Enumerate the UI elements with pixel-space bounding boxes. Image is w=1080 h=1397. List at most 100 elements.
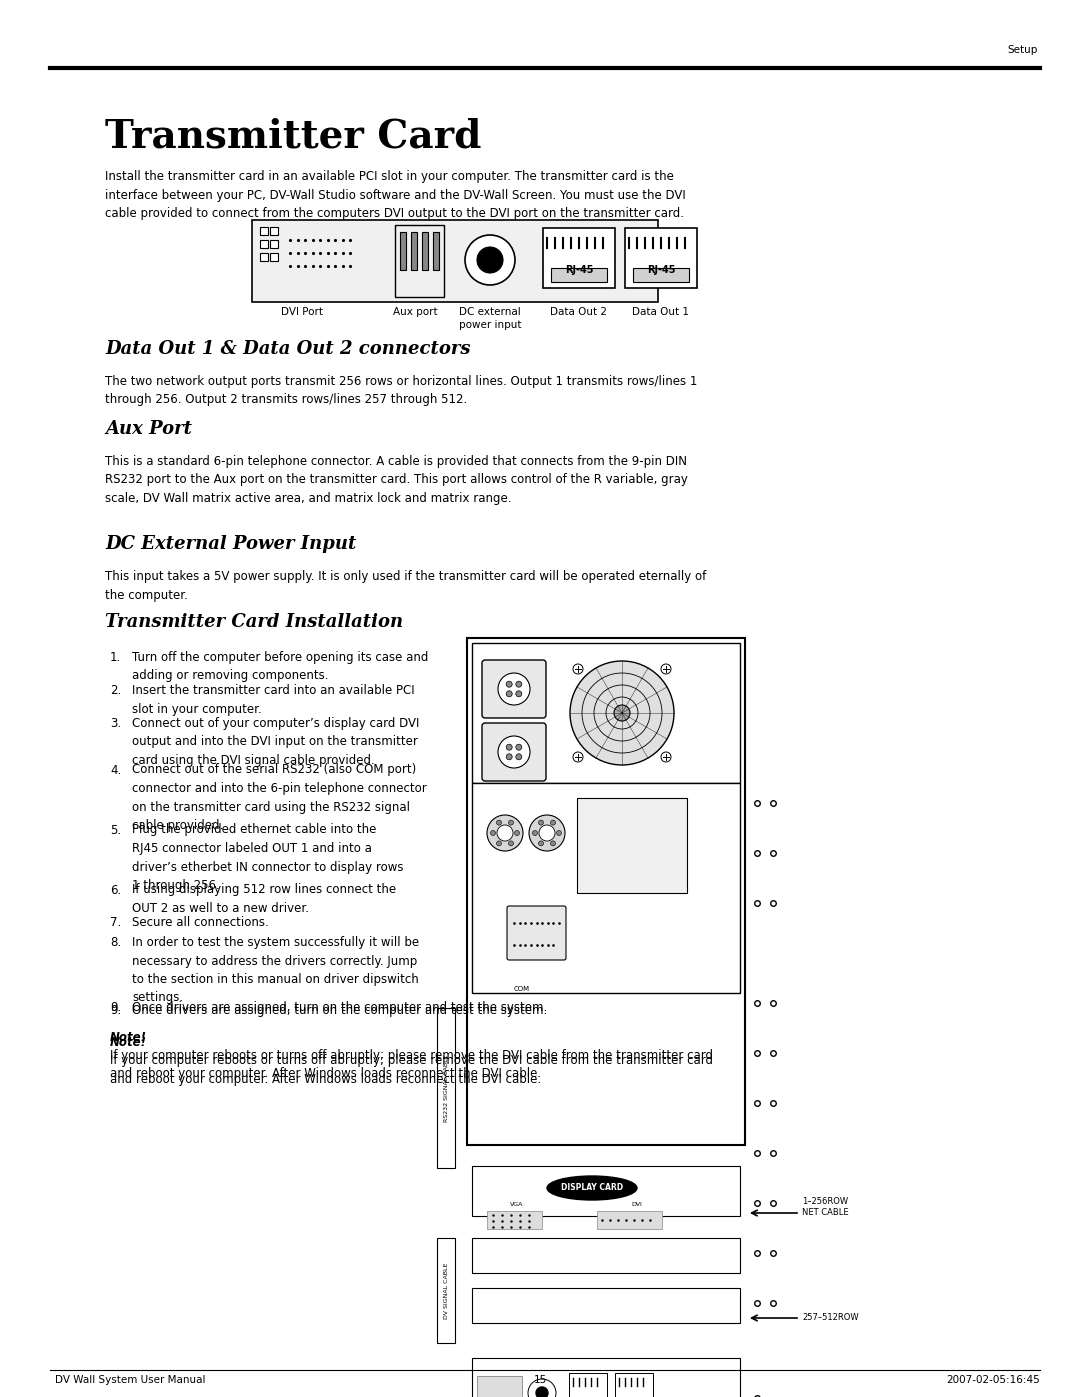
FancyBboxPatch shape [482, 724, 546, 781]
Text: Data Out 1: Data Out 1 [633, 307, 689, 317]
Text: DV Wall System User Manual: DV Wall System User Manual [55, 1375, 205, 1384]
Text: DC External Power Input: DC External Power Input [105, 535, 356, 553]
Bar [411, 232, 417, 270]
Text: 7.: 7. [110, 916, 121, 929]
Bar [472, 782, 740, 993]
Bar [472, 1288, 740, 1323]
Bar [260, 253, 268, 261]
Text: 15: 15 [534, 1375, 546, 1384]
Text: DC external
power input: DC external power input [459, 307, 522, 330]
Bar [437, 1238, 455, 1343]
Text: Secure all connections.: Secure all connections. [132, 916, 269, 929]
Circle shape [551, 841, 555, 847]
Text: Once drivers are assigned, turn on the computer and test the system.: Once drivers are assigned, turn on the c… [132, 1004, 548, 1017]
Bar [260, 226, 268, 235]
Bar [467, 638, 745, 1146]
Bar [633, 268, 689, 282]
Circle shape [570, 661, 674, 766]
Text: Connect out of your computer’s display card DVI
output and into the DVI input on: Connect out of your computer’s display c… [132, 717, 419, 767]
Bar [395, 225, 444, 298]
Text: 4.: 4. [110, 764, 121, 777]
Circle shape [573, 752, 583, 761]
Text: If your computer reboots or turns off abruptly; please remove the DVI cable from: If your computer reboots or turns off ab… [110, 1049, 713, 1080]
Bar [260, 240, 268, 249]
Circle shape [539, 820, 543, 826]
Bar [551, 268, 607, 282]
Bar [252, 219, 658, 302]
Circle shape [465, 235, 515, 285]
Bar [597, 1211, 662, 1229]
Text: 1–256ROW
NET CABLE: 1–256ROW NET CABLE [802, 1197, 849, 1217]
Circle shape [514, 830, 519, 835]
Text: 3.: 3. [110, 717, 121, 731]
Circle shape [516, 745, 522, 750]
Text: Plug the provided ethernet cable into the
RJ45 connector labeled OUT 1 and into : Plug the provided ethernet cable into th… [132, 823, 404, 893]
Circle shape [507, 745, 512, 750]
Circle shape [490, 830, 496, 835]
Text: The two network output ports transmit 256 rows or horizontal lines. Output 1 tra: The two network output ports transmit 25… [105, 374, 698, 407]
Circle shape [509, 820, 513, 826]
Bar [472, 1238, 740, 1273]
Text: If your computer reboots or turns off abruptly; please remove the DVI cable from: If your computer reboots or turns off ab… [110, 1053, 713, 1085]
Bar [477, 1376, 522, 1397]
Bar [437, 1009, 455, 1168]
Text: DV SIGNAL CABLE: DV SIGNAL CABLE [444, 1263, 448, 1319]
Circle shape [509, 841, 513, 847]
Text: If using displaying 512 row lines connect the
OUT 2 as well to a new driver.: If using displaying 512 row lines connec… [132, 883, 396, 915]
Bar [433, 232, 438, 270]
Bar [625, 228, 697, 288]
Circle shape [516, 690, 522, 697]
Text: 9.: 9. [110, 1002, 121, 1014]
Circle shape [539, 826, 555, 841]
Circle shape [615, 705, 630, 721]
Circle shape [661, 664, 671, 673]
Bar [270, 240, 278, 249]
Bar [472, 643, 740, 782]
FancyBboxPatch shape [507, 907, 566, 960]
Text: 2.: 2. [110, 685, 121, 697]
Circle shape [556, 830, 562, 835]
Text: Insert the transmitter card into an available PCI
slot in your computer.: Insert the transmitter card into an avai… [132, 685, 415, 715]
Text: 8.: 8. [110, 936, 121, 949]
Circle shape [487, 814, 523, 851]
Bar [400, 232, 406, 270]
Text: Turn off the computer before opening its case and
adding or removing components.: Turn off the computer before opening its… [132, 651, 429, 683]
Bar [422, 232, 428, 270]
Circle shape [536, 1387, 548, 1397]
Text: Aux Port: Aux Port [105, 420, 192, 439]
Circle shape [498, 673, 530, 705]
Circle shape [507, 690, 512, 697]
Text: DVI: DVI [632, 1201, 643, 1207]
Circle shape [516, 754, 522, 760]
Text: 5.: 5. [110, 823, 121, 837]
Text: 1.: 1. [110, 651, 121, 664]
Circle shape [497, 820, 501, 826]
Circle shape [528, 1379, 556, 1397]
Text: Transmitter Card Installation: Transmitter Card Installation [105, 613, 403, 631]
Bar [270, 226, 278, 235]
Text: DISPLAY CARD: DISPLAY CARD [561, 1183, 623, 1193]
Text: In order to test the system successfully it will be
necessary to address the dri: In order to test the system successfully… [132, 936, 419, 1004]
Text: Note!: Note! [110, 1037, 147, 1049]
Circle shape [539, 841, 543, 847]
Text: RJ-45: RJ-45 [565, 265, 593, 275]
Text: RJ-45: RJ-45 [647, 265, 675, 275]
Text: Once drivers are assigned, turn on the computer and test the system.: Once drivers are assigned, turn on the c… [132, 1002, 548, 1014]
Bar [472, 1358, 740, 1397]
Text: RS232 SIGNAL CABLE: RS232 SIGNAL CABLE [444, 1055, 448, 1122]
Circle shape [497, 826, 513, 841]
Text: Data Out 1 & Data Out 2 connectors: Data Out 1 & Data Out 2 connectors [105, 339, 471, 358]
Text: 6.: 6. [110, 883, 121, 897]
Text: Install the transmitter card in an available PCI slot in your computer. The tran: Install the transmitter card in an avail… [105, 170, 686, 219]
Text: Setup: Setup [1008, 45, 1038, 54]
Ellipse shape [546, 1176, 637, 1200]
Text: VGA: VGA [511, 1201, 524, 1207]
Circle shape [507, 754, 512, 760]
Text: This is a standard 6-pin telephone connector. A cable is provided that connects : This is a standard 6-pin telephone conne… [105, 455, 688, 504]
Circle shape [497, 841, 501, 847]
Text: DVI Port: DVI Port [281, 307, 323, 317]
Bar [270, 253, 278, 261]
Bar [472, 1166, 740, 1215]
Circle shape [551, 820, 555, 826]
Bar [543, 228, 615, 288]
